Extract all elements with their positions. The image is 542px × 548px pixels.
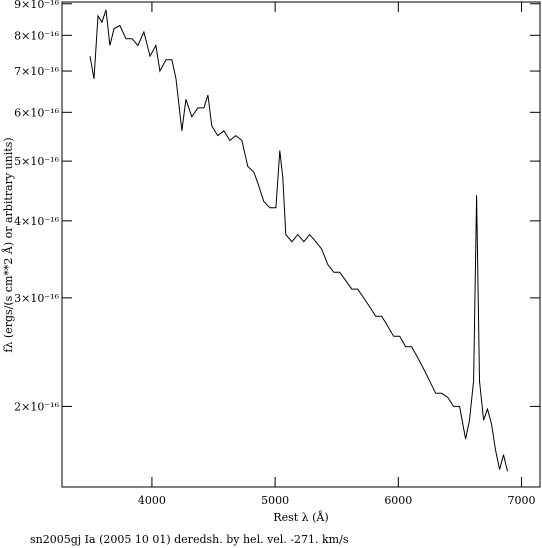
y-tick-label: 7×10⁻¹⁶ [14,65,59,78]
spectrum-line [89,9,508,472]
y-tick-label: 2×10⁻¹⁶ [14,400,59,413]
x-tick-label: 4000 [138,494,166,507]
y-tick-label: 8×10⁻¹⁶ [14,29,59,42]
y-tick-label: 6×10⁻¹⁶ [14,106,59,119]
x-tick-label: 6000 [384,494,412,507]
y-tick-label: 5×10⁻¹⁶ [14,155,59,168]
x-axis-label: Rest λ (Å) [273,510,328,524]
x-tick-label: 5000 [261,494,289,507]
y-axis-label: fλ (ergs/(s cm**2 Å) or arbitrary units) [1,137,15,352]
y-tick-label: 4×10⁻¹⁶ [14,215,59,228]
y-tick-label: 9×10⁻¹⁶ [14,0,59,11]
x-tick-label: 7000 [508,494,536,507]
chart-title: sn2005gj Ia (2005 10 01) deredsh. by hel… [30,533,349,546]
plot-frame [61,1,541,488]
y-tick-label: 3×10⁻¹⁶ [14,292,59,305]
